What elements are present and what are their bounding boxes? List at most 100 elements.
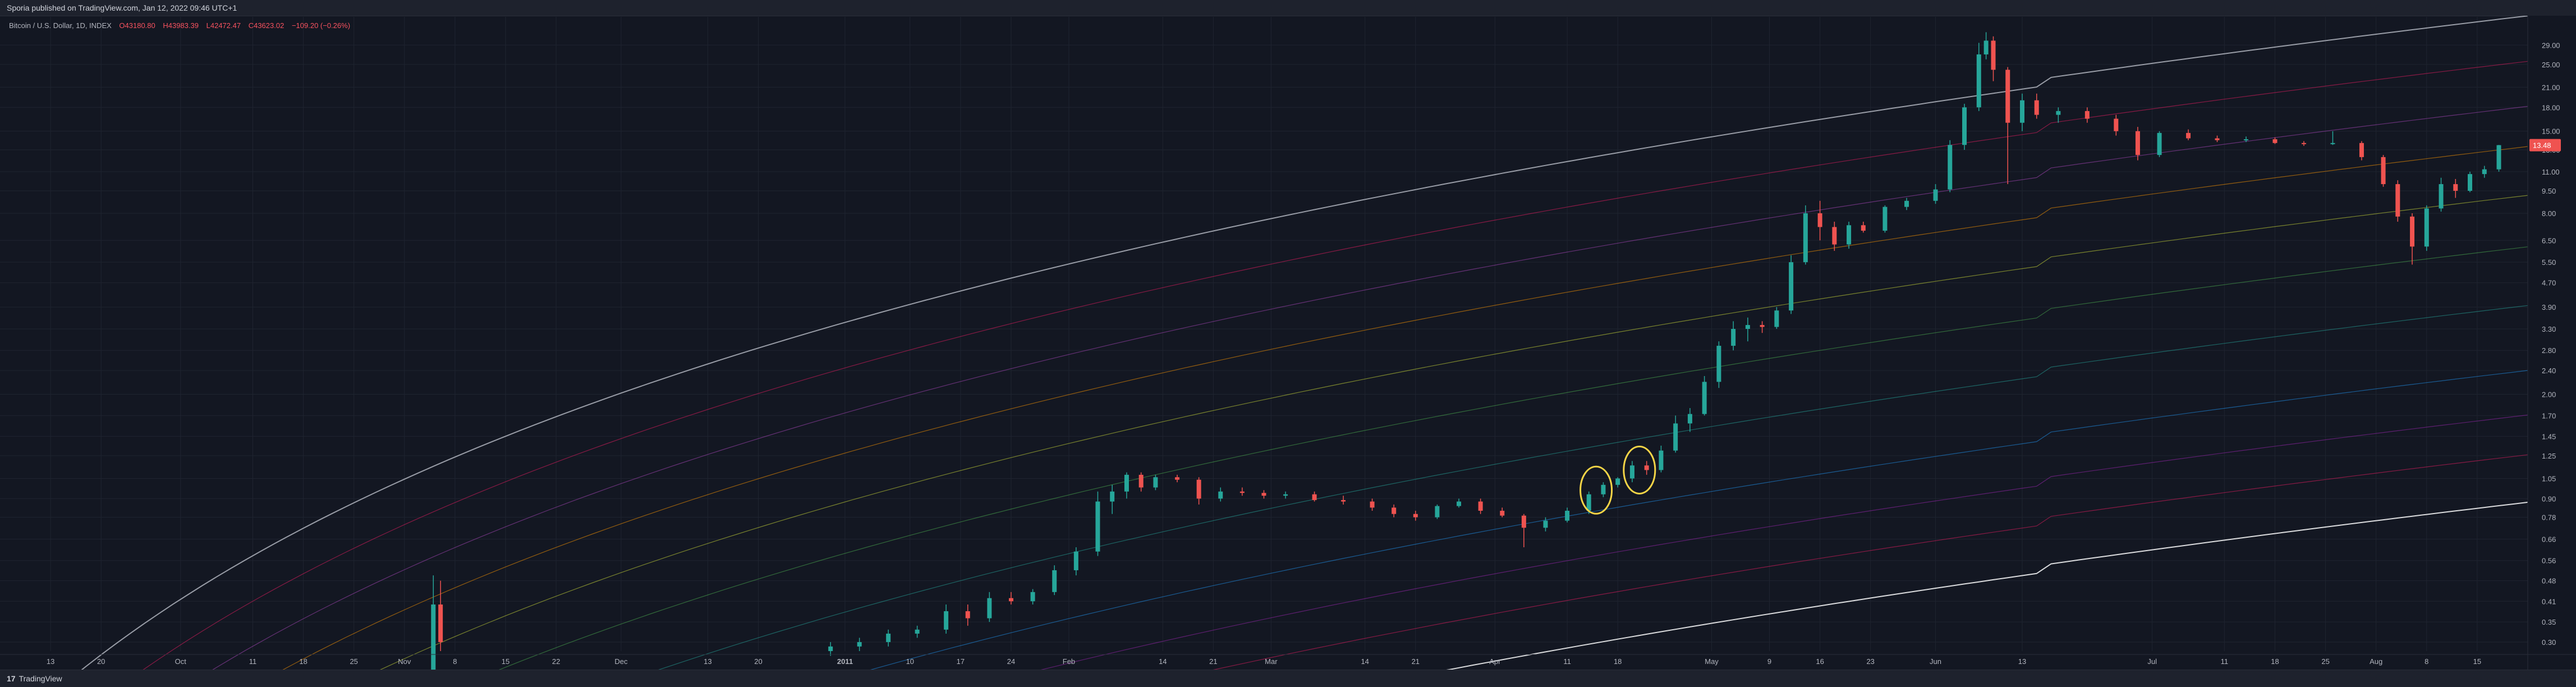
- tradingview-logo-icon: 17: [7, 674, 16, 683]
- last-price-badge: [2529, 139, 2561, 152]
- publisher-bar: Sporia published on TradingView.com, Jan…: [0, 0, 2576, 16]
- price-tick-label: 0.90: [2542, 494, 2556, 503]
- candle-body: [1239, 491, 1245, 493]
- band-line: [870, 370, 2528, 670]
- candle-body: [2424, 208, 2429, 247]
- candle-body: [1341, 500, 1346, 502]
- candle-body: [1110, 491, 1115, 502]
- price-tick-label: 21.00: [2542, 83, 2560, 91]
- candle-body: [1817, 213, 1822, 227]
- candle-body: [1615, 478, 1620, 485]
- time-tick-label: 8: [453, 657, 457, 666]
- candle-body: [1586, 494, 1591, 511]
- time-tick-label: 13: [47, 657, 54, 666]
- candle-body: [1073, 551, 1078, 570]
- candle-body: [1095, 501, 1100, 552]
- price-axis-bg: [2528, 16, 2576, 670]
- candle-body: [1153, 477, 1158, 488]
- time-tick-label: 21: [1209, 657, 1217, 666]
- symbol-legend: Bitcoin / U.S. Dollar, 1D, INDEX O43180.…: [9, 21, 356, 30]
- candle-body: [2005, 70, 2010, 123]
- candle-body: [1435, 506, 1440, 517]
- candle-body: [987, 598, 992, 619]
- time-tick-label: 8: [2425, 657, 2428, 666]
- band-line: [81, 16, 2528, 670]
- price-tick-label: 5.50: [2542, 258, 2556, 267]
- time-tick-label: Jul: [2147, 657, 2157, 666]
- time-tick-label: 24: [1007, 657, 1015, 666]
- candle-body: [2468, 174, 2473, 191]
- time-tick-label: 21: [1412, 657, 1420, 666]
- candle-body: [1882, 207, 1888, 231]
- candle-body: [1789, 262, 1794, 311]
- price-tick-label: 8.00: [2542, 209, 2556, 218]
- price-tick-label: 1.45: [2542, 432, 2556, 441]
- candle-body: [1283, 494, 1288, 496]
- candle-body: [1521, 515, 1526, 528]
- time-tick-label: 22: [552, 657, 560, 666]
- highlight-ellipse: [1623, 445, 1656, 494]
- time-tick-label: 20: [97, 657, 105, 666]
- time-tick-label: Apr: [1489, 657, 1501, 666]
- ohlc-low: L42472.47: [206, 21, 241, 30]
- candle-body: [2135, 131, 2140, 155]
- time-tick-label: 17: [957, 657, 965, 666]
- price-axis[interactable]: 29.0025.0021.0018.0015.0013.0011.009.508…: [2527, 16, 2576, 670]
- ohlc-change: −109.20 (−0.26%): [291, 21, 351, 30]
- footer-bar: 17 TradingView: [0, 670, 2576, 687]
- candle-body: [2439, 184, 2444, 209]
- candle-body: [431, 604, 436, 670]
- price-tick-label: 6.50: [2542, 236, 2556, 245]
- candle-body: [438, 604, 443, 642]
- candle-body: [1673, 423, 1678, 451]
- price-tick-label: 25.00: [2542, 61, 2560, 69]
- price-tick-label: 4.70: [2542, 279, 2556, 287]
- time-tick-label: 13: [704, 657, 711, 666]
- candle-body: [1976, 54, 1981, 108]
- price-tick-label: 9.50: [2542, 187, 2556, 195]
- candle-body: [1745, 325, 1750, 329]
- candle-body: [1716, 346, 1721, 382]
- price-tick-label: 1.25: [2542, 452, 2556, 460]
- ohlc-high: H43983.39: [163, 21, 199, 30]
- candle-body: [1702, 382, 1707, 414]
- candle-body: [2034, 100, 2039, 115]
- time-tick-label: 25: [350, 657, 357, 666]
- candle-body: [886, 633, 891, 642]
- candle-body: [1261, 493, 1266, 496]
- candle-body: [2496, 145, 2501, 170]
- candle-body: [2359, 143, 2364, 157]
- candle-body: [2056, 111, 2061, 115]
- price-tick-label: 0.66: [2542, 535, 2556, 543]
- time-tick-label: 11: [249, 657, 257, 666]
- band-line: [282, 146, 2528, 670]
- candle-body: [1933, 189, 1938, 201]
- band-line: [1213, 454, 2528, 670]
- band-line: [1040, 414, 2528, 670]
- time-tick-label: Dec: [614, 657, 628, 666]
- ohlc-open: O43180.80: [119, 21, 155, 30]
- price-tick-label: 0.78: [2542, 514, 2556, 522]
- band-line: [498, 246, 2528, 670]
- time-tick-label: Aug: [2370, 657, 2382, 666]
- price-tick-label: 1.05: [2542, 474, 2556, 483]
- publisher-text: Sporia published on TradingView.com, Jan…: [7, 3, 237, 12]
- candle-body: [1774, 310, 1779, 327]
- last-price-label: 13.48: [2533, 141, 2551, 150]
- candle-body: [1124, 474, 1129, 492]
- candle-body: [2395, 184, 2400, 217]
- price-tick-label: 0.35: [2542, 618, 2556, 626]
- time-tick-label: 23: [1866, 657, 1874, 666]
- band-line: [379, 195, 2528, 670]
- candle-body: [1543, 520, 1548, 528]
- highlight-circles: [1579, 445, 1656, 515]
- time-tick-label: 25: [2321, 657, 2329, 666]
- price-tick-label: 0.41: [2542, 597, 2556, 606]
- regression-bands: [81, 16, 2528, 670]
- tradingview-logo[interactable]: 17 TradingView: [7, 674, 62, 683]
- time-axis[interactable]: 13 20 Oct 11 18 25 Nov 8 15 22 Dec 13 20 2011 10 17 24 Fe…: [0, 654, 2576, 666]
- candle-body: [2381, 157, 2386, 185]
- time-tick-label: 13: [2018, 657, 2026, 666]
- candle-body: [1370, 501, 1375, 508]
- price-chart[interactable]: 29.0025.0021.0018.0015.0013.0011.009.508…: [0, 16, 2576, 670]
